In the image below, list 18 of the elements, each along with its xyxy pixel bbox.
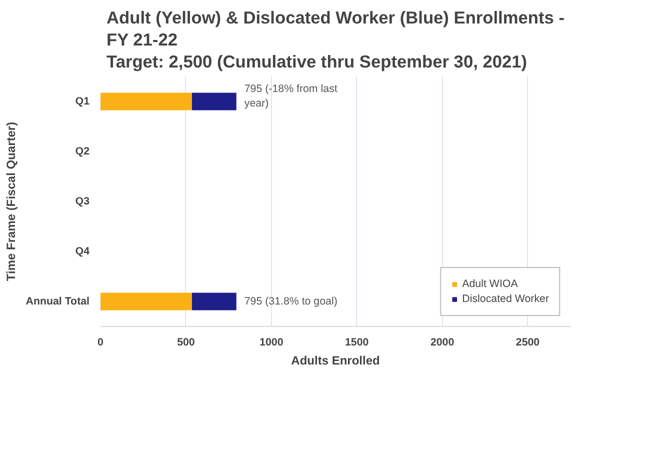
y-tick-label: Q2 <box>75 146 90 158</box>
x-tick-label: 500 <box>177 336 195 348</box>
x-axis-title: Adults Enrolled <box>291 354 380 368</box>
legend-label: Dislocated Worker <box>462 293 549 305</box>
y-tick-label: Annual Total <box>26 296 90 308</box>
y-tick-label: Q1 <box>75 96 90 108</box>
legend-label: Adult WIOA <box>462 278 519 290</box>
x-tick-label: 1500 <box>345 336 369 348</box>
annotation: 795 (31.8% to goal) <box>244 296 338 308</box>
y-tick-label: Q3 <box>75 196 90 208</box>
x-tick-label: 2500 <box>516 336 540 348</box>
y-tick-label: Q4 <box>75 246 90 258</box>
chart-title: Adult (Yellow) & Dislocated Worker (Blue) Enrollments - FY 21-22 Target: 2,500 (Cumulative thru September 30, 2021) <box>106 8 565 72</box>
y-axis-title: Time Frame (Fiscal Quarter) <box>4 122 18 282</box>
x-tick-label: 0 <box>98 336 104 348</box>
x-tick-label: 2000 <box>430 336 454 348</box>
x-tick-label: 1000 <box>260 336 284 348</box>
annotation: 795 (-18% from last year) <box>244 83 338 110</box>
